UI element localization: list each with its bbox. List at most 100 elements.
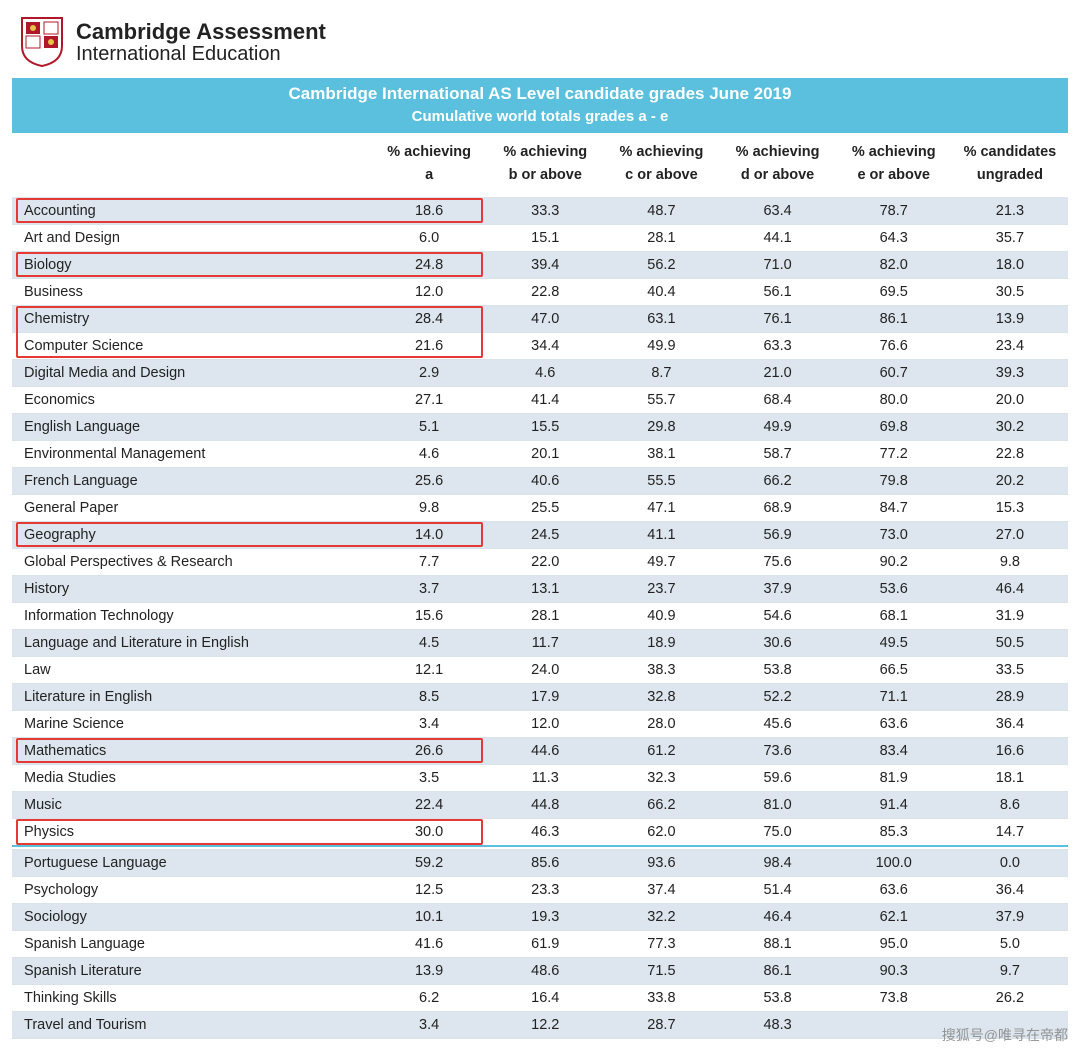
- value-cell: 9.8: [952, 548, 1068, 575]
- value-cell: 76.1: [720, 305, 836, 332]
- column-header: % achievinge or above: [836, 133, 952, 197]
- table-row: Business12.022.840.456.169.530.5: [12, 278, 1068, 305]
- value-cell: 20.2: [952, 467, 1068, 494]
- table-row: Economics27.141.455.768.480.020.0: [12, 386, 1068, 413]
- value-cell: 36.4: [952, 710, 1068, 737]
- table-row: Law12.124.038.353.866.533.5: [12, 656, 1068, 683]
- subject-cell: Literature in English: [12, 683, 371, 710]
- value-cell: 5.0: [952, 931, 1068, 958]
- value-cell: 15.6: [371, 602, 487, 629]
- subject-cell: Accounting: [12, 197, 371, 224]
- value-cell: 45.6: [720, 710, 836, 737]
- value-cell: 3.4: [371, 710, 487, 737]
- table-row: Art and Design6.015.128.144.164.335.7: [12, 224, 1068, 251]
- value-cell: 12.0: [487, 710, 603, 737]
- value-cell: 84.7: [836, 494, 952, 521]
- value-cell: 11.3: [487, 764, 603, 791]
- value-cell: 18.1: [952, 764, 1068, 791]
- brand-text: Cambridge Assessment International Educa…: [76, 19, 326, 66]
- value-cell: 100.0: [836, 850, 952, 877]
- value-cell: 30.6: [720, 629, 836, 656]
- value-cell: 60.7: [836, 359, 952, 386]
- value-cell: 21.6: [371, 332, 487, 359]
- value-cell: 21.3: [952, 197, 1068, 224]
- value-cell: 3.4: [371, 1012, 487, 1039]
- value-cell: 14.0: [371, 521, 487, 548]
- value-cell: 4.6: [487, 359, 603, 386]
- value-cell: 47.1: [603, 494, 719, 521]
- column-header: % achievingd or above: [720, 133, 836, 197]
- value-cell: 28.4: [371, 305, 487, 332]
- value-cell: 41.4: [487, 386, 603, 413]
- table-row: Chemistry28.447.063.176.186.113.9: [12, 305, 1068, 332]
- value-cell: 64.3: [836, 224, 952, 251]
- value-cell: 15.5: [487, 413, 603, 440]
- value-cell: 41.1: [603, 521, 719, 548]
- value-cell: 30.0: [371, 818, 487, 846]
- value-cell: 68.1: [836, 602, 952, 629]
- subject-cell: Global Perspectives & Research: [12, 548, 371, 575]
- value-cell: 33.3: [487, 197, 603, 224]
- value-cell: 63.4: [720, 197, 836, 224]
- value-cell: 28.0: [603, 710, 719, 737]
- table-body-secondary: Portuguese Language59.285.693.698.4100.0…: [12, 850, 1068, 1039]
- table-row: Psychology12.523.337.451.463.636.4: [12, 877, 1068, 904]
- value-cell: [836, 1012, 952, 1039]
- value-cell: 18.9: [603, 629, 719, 656]
- value-cell: 66.2: [720, 467, 836, 494]
- value-cell: 3.7: [371, 575, 487, 602]
- value-cell: 44.6: [487, 737, 603, 764]
- value-cell: 24.0: [487, 656, 603, 683]
- value-cell: 22.0: [487, 548, 603, 575]
- value-cell: 73.0: [836, 521, 952, 548]
- value-cell: 17.9: [487, 683, 603, 710]
- value-cell: 25.6: [371, 467, 487, 494]
- value-cell: 63.3: [720, 332, 836, 359]
- value-cell: 49.5: [836, 629, 952, 656]
- subject-cell: Geography: [12, 521, 371, 548]
- subject-cell: Music: [12, 791, 371, 818]
- value-cell: 12.2: [487, 1012, 603, 1039]
- value-cell: 63.6: [836, 877, 952, 904]
- table-row: Music22.444.866.281.091.48.6: [12, 791, 1068, 818]
- value-cell: 40.6: [487, 467, 603, 494]
- value-cell: 79.8: [836, 467, 952, 494]
- value-cell: 11.7: [487, 629, 603, 656]
- table-row: Sociology10.119.332.246.462.137.9: [12, 904, 1068, 931]
- table-row: Geography14.024.541.156.973.027.0: [12, 521, 1068, 548]
- table-row: Global Perspectives & Research7.722.049.…: [12, 548, 1068, 575]
- value-cell: 28.1: [603, 224, 719, 251]
- subject-cell: Biology: [12, 251, 371, 278]
- value-cell: 85.6: [487, 850, 603, 877]
- value-cell: 6.0: [371, 224, 487, 251]
- watermark-text: 搜狐号@唯寻在帝都: [942, 1025, 1068, 1045]
- value-cell: 59.6: [720, 764, 836, 791]
- table-row: Travel and Tourism3.412.228.748.3: [12, 1012, 1068, 1039]
- value-cell: 32.8: [603, 683, 719, 710]
- value-cell: 88.1: [720, 931, 836, 958]
- value-cell: 56.2: [603, 251, 719, 278]
- value-cell: 28.9: [952, 683, 1068, 710]
- value-cell: 27.0: [952, 521, 1068, 548]
- value-cell: 71.5: [603, 958, 719, 985]
- value-cell: 16.6: [952, 737, 1068, 764]
- subject-cell: Psychology: [12, 877, 371, 904]
- value-cell: 9.8: [371, 494, 487, 521]
- table-row: Information Technology15.628.140.954.668…: [12, 602, 1068, 629]
- subject-cell: Marine Science: [12, 710, 371, 737]
- value-cell: 81.0: [720, 791, 836, 818]
- value-cell: 28.7: [603, 1012, 719, 1039]
- subject-cell: Art and Design: [12, 224, 371, 251]
- value-cell: 38.1: [603, 440, 719, 467]
- table-row: Mathematics26.644.661.273.683.416.6: [12, 737, 1068, 764]
- subject-cell: History: [12, 575, 371, 602]
- column-header: % candidatesungraded: [952, 133, 1068, 197]
- value-cell: 54.6: [720, 602, 836, 629]
- value-cell: 55.7: [603, 386, 719, 413]
- value-cell: 0.0: [952, 850, 1068, 877]
- value-cell: 26.6: [371, 737, 487, 764]
- table-row: English Language5.115.529.849.969.830.2: [12, 413, 1068, 440]
- value-cell: 3.5: [371, 764, 487, 791]
- value-cell: 24.8: [371, 251, 487, 278]
- value-cell: 8.6: [952, 791, 1068, 818]
